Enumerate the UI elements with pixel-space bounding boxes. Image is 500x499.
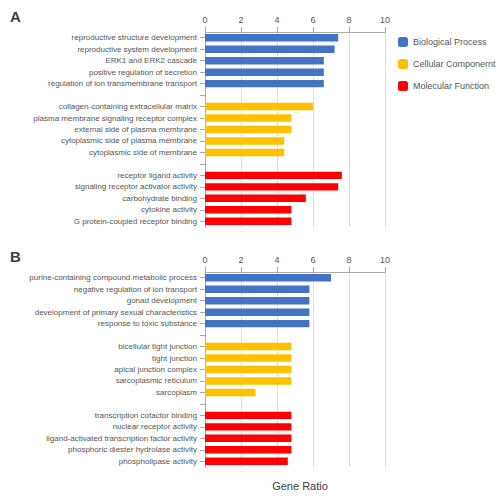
svg-text:phosphoric diester hydrolase a: phosphoric diester hydrolase activity xyxy=(68,445,197,454)
svg-text:positive regulation of secreti: positive regulation of secretion xyxy=(89,68,197,77)
svg-text:10: 10 xyxy=(380,15,390,25)
svg-text:6: 6 xyxy=(310,15,315,25)
svg-text:0: 0 xyxy=(202,255,207,265)
svg-text:cytokine activity: cytokine activity xyxy=(141,205,197,214)
svg-text:external side of plasma membra: external side of plasma membrane xyxy=(74,125,197,134)
svg-text:B: B xyxy=(10,248,21,265)
svg-text:nuclear receptor activity: nuclear receptor activity xyxy=(113,422,197,431)
svg-text:negative regulation of ion tra: negative regulation of ion transport xyxy=(74,285,198,294)
svg-text:reproductive system developmen: reproductive system development xyxy=(77,45,197,54)
svg-text:Gene Ratio: Gene Ratio xyxy=(272,480,328,492)
svg-text:collagen-containing extracellu: collagen-containing extracellular matrix xyxy=(59,102,197,111)
svg-text:Cellular Componernt: Cellular Componernt xyxy=(413,59,496,69)
svg-text:development of primary sexual: development of primary sexual characteri… xyxy=(35,308,197,317)
svg-text:sarcoplasm: sarcoplasm xyxy=(156,388,197,397)
svg-text:2: 2 xyxy=(238,15,243,25)
svg-text:ERK1 and ERK2 cascade: ERK1 and ERK2 cascade xyxy=(105,56,197,65)
svg-text:2: 2 xyxy=(238,255,243,265)
svg-text:receptor ligand activity: receptor ligand activity xyxy=(117,171,197,180)
svg-text:cytoplasmic side of plasma mem: cytoplasmic side of plasma membrane xyxy=(61,136,198,145)
svg-text:regulation of ion transmembran: regulation of ion transmembrane transpor… xyxy=(48,79,198,88)
svg-text:0: 0 xyxy=(202,15,207,25)
svg-text:6: 6 xyxy=(310,255,315,265)
svg-text:plasma membrane signaling rece: plasma membrane signaling receptor compl… xyxy=(33,114,197,123)
svg-text:8: 8 xyxy=(346,15,351,25)
svg-text:apical junction complex: apical junction complex xyxy=(114,365,197,374)
svg-text:sarcoplasmic reticulum: sarcoplasmic reticulum xyxy=(116,376,198,385)
svg-text:4: 4 xyxy=(274,255,279,265)
svg-text:transcription cofactor binding: transcription cofactor binding xyxy=(95,411,197,420)
svg-text:G protein-coupled receptor bin: G protein-coupled receptor binding xyxy=(74,217,197,226)
svg-text:Molecular Function: Molecular Function xyxy=(413,81,489,91)
svg-text:purine-containing compound met: purine-containing compound metabolic pro… xyxy=(29,273,197,282)
svg-text:bicellular tight junction: bicellular tight junction xyxy=(118,342,197,351)
svg-text:cytoplasmic side of membrane: cytoplasmic side of membrane xyxy=(89,148,198,157)
svg-text:gonad development: gonad development xyxy=(127,296,198,305)
svg-text:Biological Process: Biological Process xyxy=(413,37,487,47)
svg-text:response to toxic substance: response to toxic substance xyxy=(98,319,198,328)
svg-text:signaling receptor activator a: signaling receptor activator activity xyxy=(75,182,197,191)
svg-text:phospholipase activity: phospholipase activity xyxy=(119,457,197,466)
svg-text:8: 8 xyxy=(346,255,351,265)
svg-text:10: 10 xyxy=(380,255,390,265)
svg-text:4: 4 xyxy=(274,15,279,25)
svg-text:tight junction: tight junction xyxy=(152,354,197,363)
svg-text:carbohydrate binding: carbohydrate binding xyxy=(122,194,197,203)
svg-text:reproductive structure develop: reproductive structure development xyxy=(72,33,198,42)
svg-text:ligand-activated transcription: ligand-activated transcription factor ac… xyxy=(46,434,197,443)
svg-text:A: A xyxy=(10,8,21,25)
